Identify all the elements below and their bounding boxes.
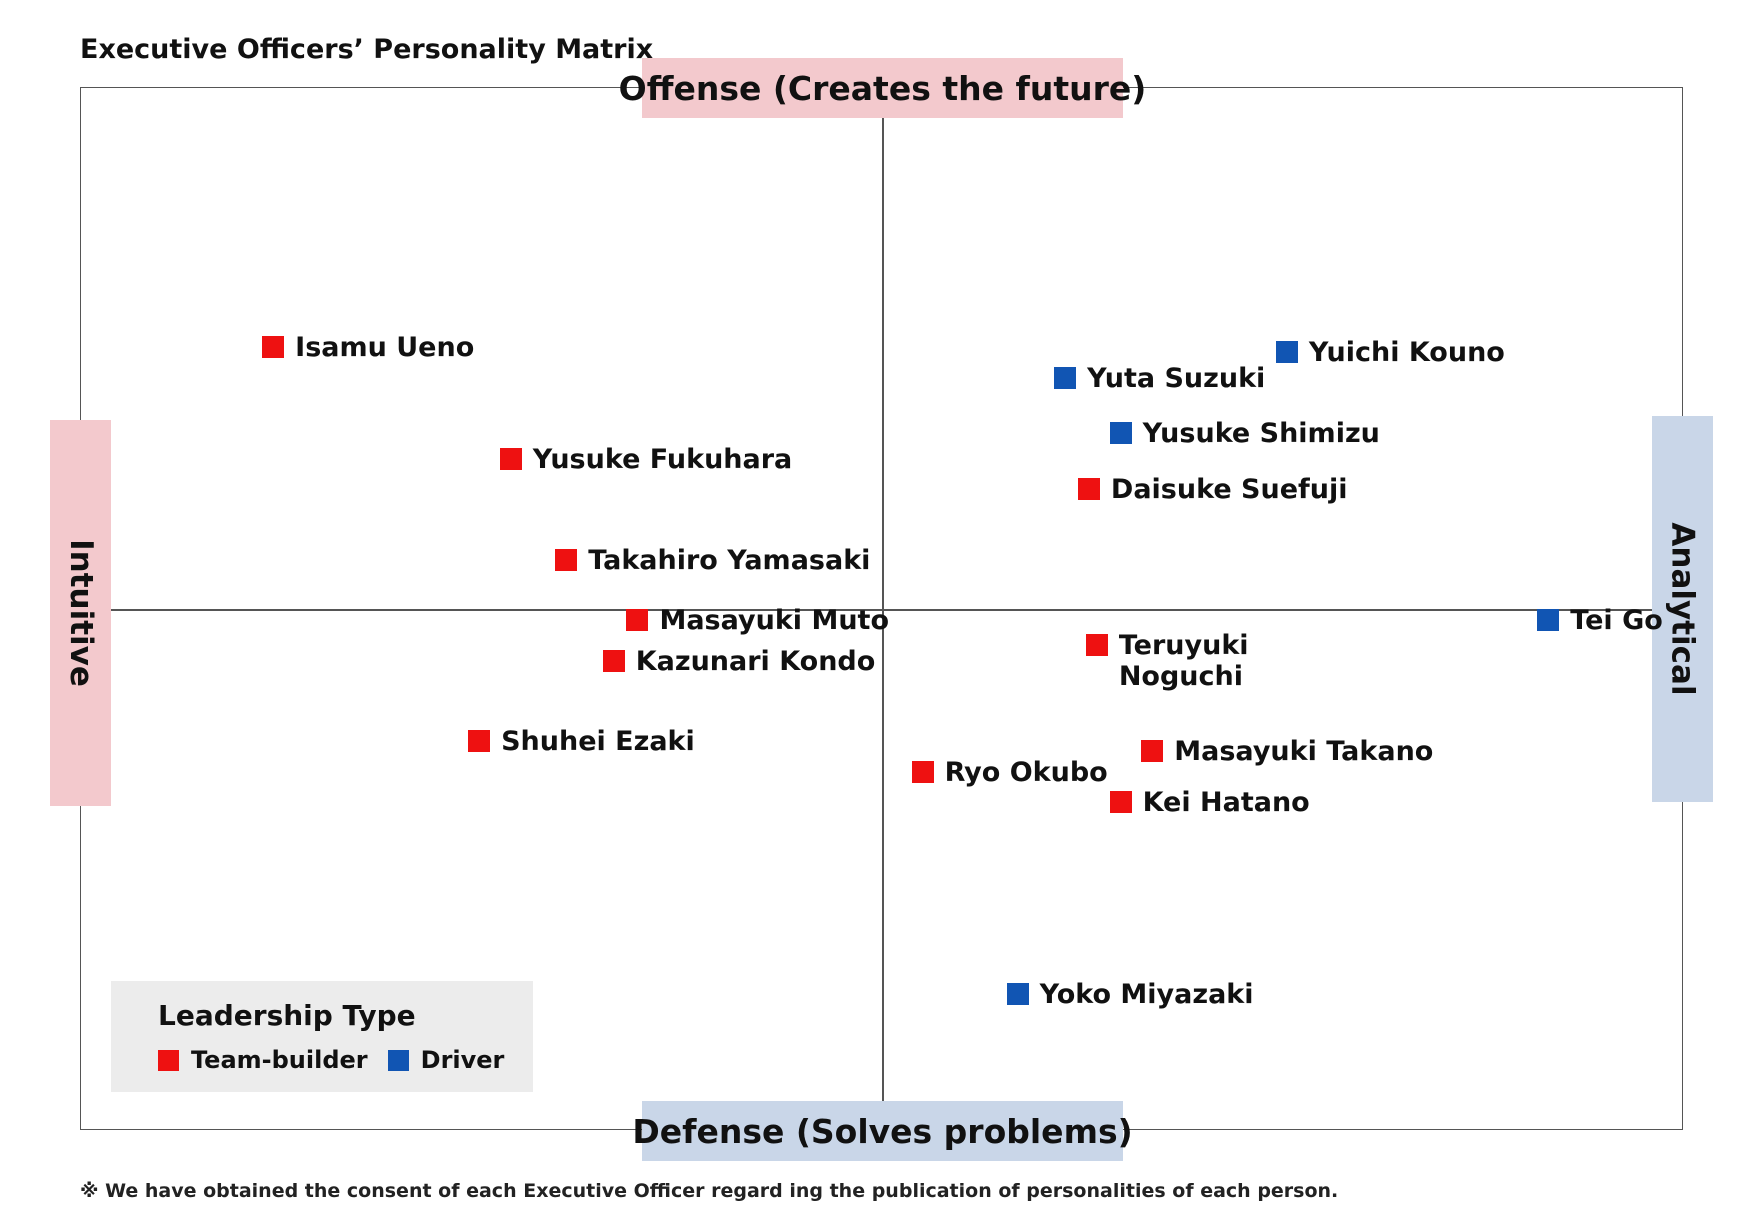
point-marker [1141,740,1164,763]
data-point: Ryo Okubo [911,756,1108,788]
point-label: Tei Go [1570,605,1663,637]
point-label: Yuichi Kouno [1308,337,1505,369]
data-point: Daisuke Suefuji [1077,473,1348,505]
axis-label-intuitive-text: Intuitive [62,539,99,687]
point-label: Ryo Okubo [944,756,1108,788]
axis-label-intuitive: Intuitive [50,420,111,806]
point-marker [1006,982,1029,1005]
data-point: Yuta Suzuki [1054,363,1265,394]
point-marker [911,760,934,783]
data-point: Kazunari Kondo [602,645,876,677]
axis-label-analytical: Analytical [1652,416,1713,802]
data-point: Shuhei Ezaki [468,726,695,757]
point-marker [499,447,522,470]
point-label: Takahiro Yamasaki [588,544,871,576]
data-point: Takahiro Yamasaki [555,545,870,576]
horizontal-axis-line [110,609,1653,611]
point-label: Daisuke Suefuji [1110,473,1348,505]
data-point: Isamu Ueno [262,332,474,363]
point-marker [1109,790,1132,813]
footnote: ※ We have obtained the consent of each E… [80,1180,1339,1202]
point-marker [262,336,285,359]
point-label: Shuhei Ezaki [501,726,695,758]
point-marker [555,548,578,571]
point-label: Yusuke Shimizu [1142,418,1380,450]
data-point: Kei Hatano [1109,786,1310,818]
point-label: Yuta Suzuki [1087,362,1266,394]
axis-label-defense: Defense (Solves problems) [632,1101,1133,1161]
point-label: Yoko Miyazaki [1039,978,1254,1010]
point-marker [1109,422,1132,445]
legend-title: Leadership Type [158,999,416,1032]
data-point: Tei Go [1537,605,1663,636]
point-label: Kazunari Kondo [635,645,876,677]
point-label: Teruyuki Noguchi [1118,630,1249,693]
axis-label-analytical-text: Analytical [1664,522,1701,696]
point-marker [602,649,625,672]
point-label: Yusuke Fukuhara [532,443,793,475]
point-marker [1537,609,1560,632]
legend-label-driver: Driver [420,1046,505,1074]
legend-swatch-team-builder [158,1049,179,1071]
legend-items: Team-builder Driver [158,1046,504,1074]
point-label: Masayuki Takano [1174,736,1434,768]
axis-label-offense-text: Offense (Creates the future) [618,68,1147,108]
data-point: Yoko Miyazaki [1006,978,1254,1010]
point-label: Isamu Ueno [295,332,475,364]
point-marker [1054,366,1077,389]
data-point: Masayuki Takano [1141,736,1433,767]
point-label: Masayuki Muto [659,605,889,637]
point-marker [1077,477,1100,500]
legend-swatch-driver [387,1049,409,1071]
legend-label-team-builder: Team-builder [191,1046,368,1074]
data-point: Yusuke Shimizu [1109,418,1380,450]
data-point: Teruyuki Noguchi [1085,630,1249,693]
point-marker [468,730,491,753]
point-label: Kei Hatano [1142,786,1310,818]
point-marker [1085,634,1108,657]
legend: Leadership Type Team-builder Driver [111,981,533,1092]
point-marker [626,609,649,632]
point-marker [1275,341,1298,364]
axis-label-offense: Offense (Creates the future) [619,58,1146,118]
data-point: Masayuki Muto [626,605,889,636]
chart-title: Executive Officers’ Personality Matrix [80,34,654,65]
data-point: Yusuke Fukuhara [499,443,793,475]
data-point: Yuichi Kouno [1275,337,1505,369]
axis-label-defense-text: Defense (Solves problems) [632,1111,1133,1151]
